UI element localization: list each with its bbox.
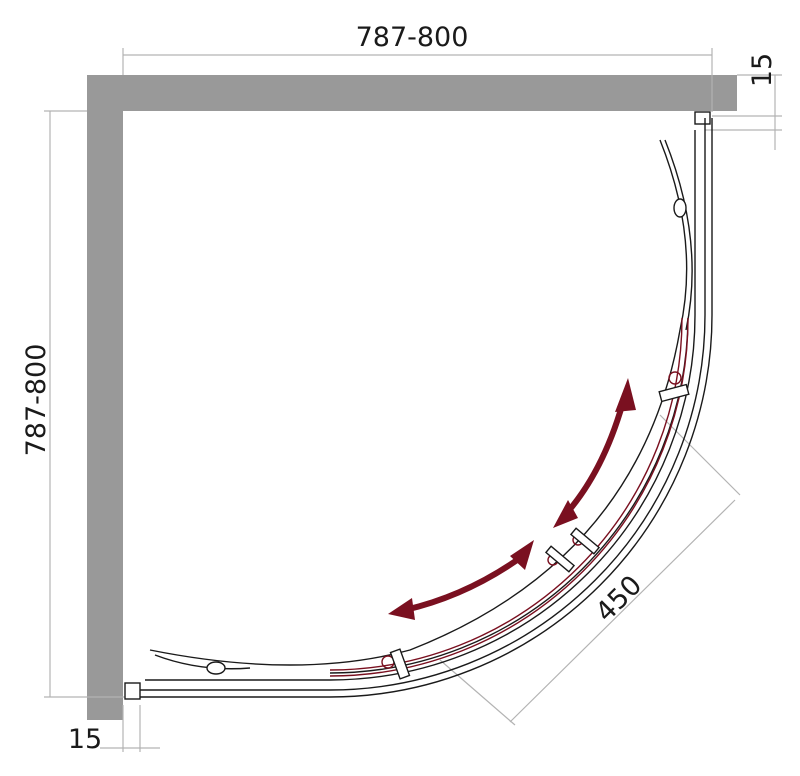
sliding-door — [329, 317, 689, 677]
sliding-direction-arrows — [388, 378, 636, 620]
right-wall-offset-label: 15 — [747, 53, 778, 87]
left-height-label: 787-800 — [21, 344, 52, 457]
left-wall — [87, 75, 123, 720]
bottom-wall-offset-label: 15 — [68, 724, 102, 755]
top-width-label: 787-800 — [356, 22, 469, 53]
handles — [206, 198, 690, 680]
dimension-lines — [44, 48, 782, 752]
top-wall — [87, 75, 737, 111]
door-width-label: 450 — [590, 570, 648, 628]
enclosure-frame — [124, 111, 713, 700]
